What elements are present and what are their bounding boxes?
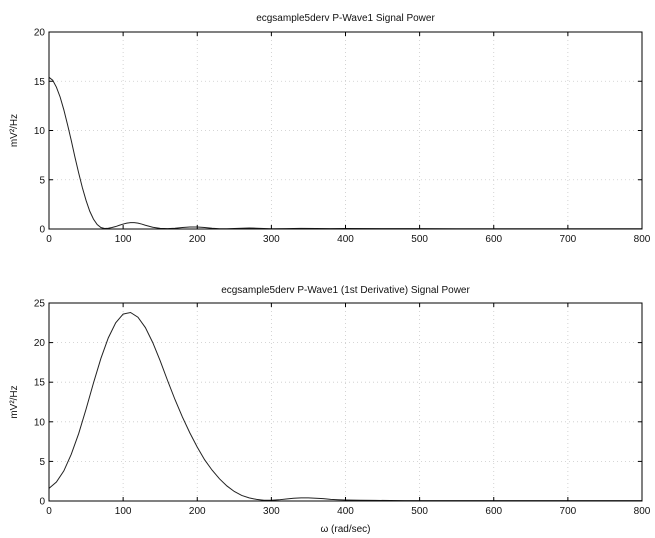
plot-top-ticks: 0 100 200 300 400 500 600 700 800 0 5 10 15 20 [34,28,651,246]
plot-top-title: ecgsample5derv P-Wave1 Signal Power [256,13,435,24]
plot-top-y-axis-label: mV²/Hz [9,114,20,147]
plot-top-x-tick-label: 0 [46,234,52,245]
plot-top-y-tick-label: 20 [34,28,46,39]
plot-bottom-ticks: 0 100 200 300 400 500 600 700 800 0 5 10 15 20 25 [34,299,651,518]
plot-top-y-tick-label: 15 [34,77,46,88]
plot-bottom-y-tick-label: 20 [34,338,46,349]
plot-top-x-tick-label: 400 [337,234,354,245]
plot-bottom-y-tick-label: 25 [34,299,46,310]
plot-bottom-series-line [48,311,642,502]
plot-top-x-tick-label: 800 [634,234,651,245]
plot-bottom-y-tick-label: 0 [39,497,45,508]
plot-bottom: 0 100 200 300 400 500 600 700 800 0 5 10 15 20 25 ecgs… [9,285,651,535]
plot-bottom-y-tick-label: 5 [39,457,45,468]
plot-bottom-title: ecgsample5derv P-Wave1 (1st Derivative) … [221,285,470,296]
plot-top-x-tick-label: 700 [560,234,577,245]
plot-bottom-x-tick-label: 600 [485,506,502,517]
plot-bottom-x-tick-label: 300 [263,506,280,517]
plot-top-y-tick-label: 10 [34,126,46,137]
plot-top-x-tick-label: 500 [411,234,428,245]
plot-bottom-x-tick-label: 500 [411,506,428,517]
plot-top: 0 100 200 300 400 500 600 700 800 0 5 10 15 20 ecgsam… [9,13,651,245]
plot-top-x-tick-label: 200 [189,234,206,245]
plot-top-y-tick-label: 5 [39,175,45,186]
plot-bottom-x-tick-label: 100 [115,506,132,517]
plot-bottom-x-tick-label: 800 [634,506,651,517]
plot-top-x-tick-label: 100 [115,234,132,245]
plot-top-x-tick-label: 600 [485,234,502,245]
plot-bottom-x-axis-label: ω (rad/sec) [320,524,370,535]
plot-bottom-x-tick-label: 0 [46,506,52,517]
plot-bottom-y-tick-label: 10 [34,417,46,428]
plot-bottom-x-tick-label: 700 [560,506,577,517]
plot-top-grid [49,32,642,229]
plot-top-y-tick-label: 0 [39,225,45,236]
plot-bottom-x-tick-label: 400 [337,506,354,517]
plot-bottom-y-tick-label: 15 [34,378,46,389]
plot-bottom-x-tick-label: 200 [189,506,206,517]
plot-bottom-y-axis-label: mV²/Hz [9,385,20,418]
plot-top-x-tick-label: 300 [263,234,280,245]
plot-bottom-grid [49,303,642,501]
